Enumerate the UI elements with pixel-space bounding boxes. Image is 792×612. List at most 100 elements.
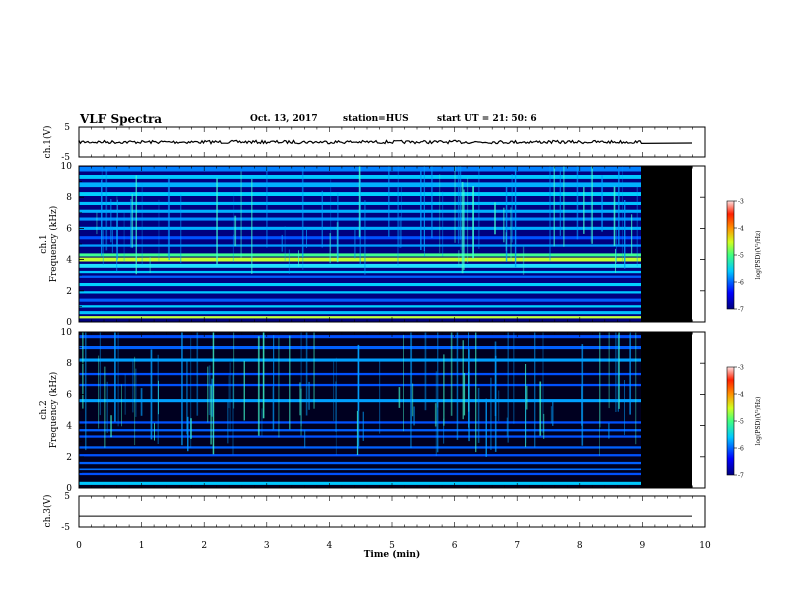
impulsive-streak (357, 433, 359, 454)
impulsive-streak (576, 166, 579, 240)
spectral-band (79, 429, 643, 432)
impulsive-streak (553, 166, 555, 247)
freq-tick-label: 6 (66, 224, 72, 234)
impulsive-streak (478, 166, 480, 249)
impulsive-streak (131, 193, 134, 248)
impulsive-streak (329, 233, 331, 264)
observation-date: Oct. 13, 2017 (250, 114, 318, 124)
impulsive-streak (181, 332, 183, 446)
colorbar-tick-label: -4 (738, 226, 744, 233)
impulsive-streak (281, 234, 283, 252)
impulsive-streak (308, 381, 310, 410)
spectral-band (79, 446, 643, 449)
spectral-band (79, 316, 643, 319)
ch2-spec-ylabel-channel: ch.2 (39, 400, 49, 419)
impulsive-streak (550, 406, 552, 424)
freq-tick-label: 6 (66, 390, 72, 400)
impulsive-streak (132, 359, 134, 413)
impulsive-streak (507, 332, 509, 443)
impulsive-streak (503, 207, 505, 243)
impulsive-streak (542, 332, 544, 434)
impulsive-streak (403, 334, 404, 432)
spectral-band (79, 311, 643, 315)
impulsive-streak (284, 226, 286, 261)
colorbar-tick-label: -6 (738, 446, 744, 453)
impulsive-streak (106, 381, 108, 433)
impulsive-streak (135, 368, 137, 417)
spectral-band (79, 358, 643, 362)
impulsive-streak (158, 380, 159, 415)
impulsive-streak (150, 349, 153, 440)
spectral-band (79, 192, 643, 196)
impulsive-streak (388, 166, 390, 237)
impulsive-streak (563, 166, 565, 247)
impulsive-streak (437, 401, 439, 453)
impulsive-streak (581, 344, 584, 446)
impulsive-streak (617, 334, 619, 412)
freq-tick-label: 0 (66, 318, 72, 328)
impulsive-streak (616, 228, 617, 264)
impulsive-streak (359, 179, 361, 265)
impulsive-streak (400, 220, 401, 248)
impulsive-streak (397, 166, 399, 247)
impulsive-streak (299, 382, 301, 416)
spectral-band (79, 291, 643, 294)
impulsive-streak (116, 199, 118, 260)
impulsive-streak (190, 337, 192, 448)
spectral-band (79, 275, 643, 278)
ch3-ylabel: ch.3(V) (42, 495, 53, 528)
spectral-band (79, 182, 643, 188)
impulsive-streak (624, 380, 625, 436)
colorbar-tick-label: -6 (738, 280, 744, 287)
spectral-band (79, 421, 643, 424)
ch1-ylabel: ch.1(V) (42, 126, 53, 159)
impulsive-streak (613, 186, 616, 247)
impulsive-streak (477, 387, 480, 443)
impulsive-streak (337, 193, 339, 259)
ch1-spec-ylabel-channel: ch.1 (39, 234, 49, 253)
impulsive-streak (288, 249, 290, 274)
ch1-no-data-region (641, 166, 692, 322)
impulsive-streak (454, 166, 456, 243)
impulsive-streak (498, 390, 500, 421)
impulsive-streak (300, 332, 302, 427)
freq-tick-label: 8 (66, 359, 72, 369)
impulsive-streak (358, 166, 361, 238)
impulsive-streak (599, 332, 601, 428)
impulsive-streak (243, 360, 245, 421)
impulsive-streak (154, 423, 155, 441)
impulsive-streak (207, 366, 209, 423)
impulsive-streak (168, 178, 170, 261)
impulsive-streak (364, 200, 366, 275)
freq-tick-label: 4 (66, 422, 72, 432)
colorbar-tick-label: -7 (738, 473, 744, 480)
time-tick-label: 6 (452, 541, 458, 551)
ch2-colorbar (726, 366, 735, 476)
spectral-band (79, 226, 643, 230)
impulsive-streak (186, 359, 188, 435)
time-tick-label: 0 (76, 541, 82, 551)
ch1-ytick-top: 5 (64, 123, 70, 133)
ch1-colorbar-ticks: -3 -4 -5 -6 -7 (734, 199, 744, 314)
impulsive-streak (321, 190, 323, 248)
spectral-band (79, 209, 643, 213)
impulsive-streak (117, 332, 119, 427)
impulsive-streak (539, 381, 542, 436)
impulsive-streak (420, 171, 422, 250)
impulsive-streak (458, 250, 460, 267)
impulsive-streak (526, 385, 528, 410)
impulsive-streak (636, 186, 638, 267)
impulsive-streak (306, 227, 307, 248)
panel-ch3-waveform: 5 -5 ch.3(V) (42, 492, 706, 533)
impulsive-streak (599, 332, 600, 456)
impulsive-streak (190, 418, 192, 439)
impulsive-streak (212, 332, 215, 455)
impulsive-streak (304, 429, 306, 448)
impulsive-streak (549, 166, 551, 261)
impulsive-streak (510, 207, 512, 262)
impulsive-streak (494, 202, 496, 235)
impulsive-streak (233, 332, 235, 409)
spectral-band (79, 435, 643, 438)
impulsive-streak (99, 332, 101, 416)
spectral-band (79, 372, 643, 376)
